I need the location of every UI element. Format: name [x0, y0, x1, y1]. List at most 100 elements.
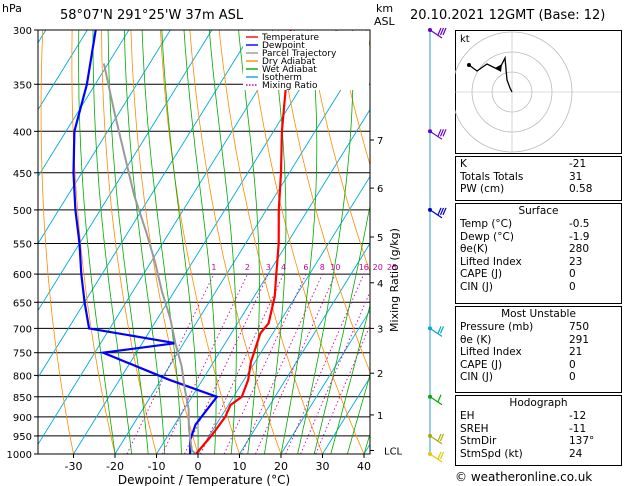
legend-entry: Isotherm: [262, 73, 302, 83]
param-row: Pressure (mb) 750: [456, 321, 621, 334]
mixing-ratio-line: [255, 273, 336, 454]
legend-box: [243, 31, 369, 90]
param-label: CAPE (J): [460, 358, 503, 371]
wind-barb-feather: [437, 433, 442, 442]
dry-adiabat-line: [218, 30, 323, 454]
param-label: SREH: [460, 422, 489, 435]
plot-frame: [37, 29, 371, 455]
param-row: Dewp (°C) -1.9: [456, 231, 621, 244]
wet-adiabat-line: [124, 30, 166, 454]
hodograph-plot: kt: [455, 30, 622, 154]
wet-adiabat-line: [313, 203, 370, 454]
param-label: Temp (°C): [460, 218, 513, 230]
mixing-ratio-label: 1: [211, 263, 216, 272]
isotherm-line: [0, 30, 4, 454]
wind-barb-feather: [439, 27, 445, 36]
param-row: StmDir 137°: [456, 435, 621, 448]
param-value: 24: [569, 447, 583, 460]
param-label: StmSpd (kt): [460, 447, 523, 460]
height-unit-asl: ASL: [374, 15, 395, 28]
km-tick-label: 6: [377, 184, 383, 195]
hodograph-kt-label: kt: [460, 34, 470, 45]
legend-entry: Wet Adiabat: [262, 65, 317, 75]
param-row: StmSpd (kt) 24: [456, 448, 621, 461]
isotherm-line: [38, 30, 130, 178]
temperature-tick-label: 10: [233, 460, 247, 473]
wet-adiabat-line: [280, 30, 318, 454]
temperature-tick-label: 0: [195, 460, 202, 473]
wind-barb-shaft: [429, 435, 443, 445]
km-tick-label: 2: [377, 369, 383, 380]
km-tick-label: 1: [377, 411, 383, 422]
pressure-tick-label: 650: [13, 298, 32, 309]
param-label: θe(K): [460, 243, 488, 255]
wet-adiabat-line: [347, 373, 370, 454]
wind-barb-feather: [439, 433, 445, 442]
param-row: PW (cm) 0.58: [456, 183, 621, 196]
surface-panel: Surface Temp (°C) -0.5 Dewp (°C) -1.9 θe(K) 2…: [455, 203, 622, 304]
dry-adiabat-line: [101, 30, 157, 454]
param-label: θe (K): [460, 333, 492, 346]
mixing-ratio-label: 3: [266, 263, 271, 272]
dry-adiabat-line: [307, 30, 370, 274]
param-value: 23: [569, 255, 583, 268]
param-value: 21: [569, 346, 583, 358]
wet-adiabat-line: [238, 30, 260, 454]
legend-entry: Mixing Ratio: [262, 81, 318, 91]
param-row: θe (K) 291: [456, 334, 621, 347]
legend-entry: Parcel Trajectory: [262, 49, 337, 59]
temperature-tick-label: -20: [106, 460, 124, 473]
param-label: StmDir: [460, 435, 497, 447]
pressure-tick-label: 950: [13, 432, 32, 443]
km-tick-label: LCL: [384, 446, 403, 457]
wind-barb-feather: [437, 394, 442, 403]
param-row: CAPE (J) 0: [456, 268, 621, 281]
isotherm-line: [239, 242, 370, 454]
km-tick-label: 5: [377, 233, 383, 244]
param-label: CAPE (J): [460, 268, 503, 280]
pressure-tick-label: 600: [13, 270, 32, 281]
param-label: Lifted Index: [460, 255, 522, 268]
dewpoint-profile: [72, 30, 219, 454]
param-value: 0: [569, 268, 576, 280]
temperature-profile: [195, 30, 292, 454]
wind-barb-shaft: [429, 209, 443, 219]
pressure-tick-label: 500: [13, 206, 32, 217]
param-row: Totals Totals 31: [456, 171, 621, 184]
param-label: Lifted Index: [460, 346, 522, 358]
wet-adiabat-line: [161, 30, 199, 454]
wind-barb-shaft: [429, 29, 443, 39]
wind-barb-feather: [437, 207, 442, 216]
legend-entry: Temperature: [261, 33, 319, 43]
pressure-tick-label: 450: [13, 169, 32, 180]
param-value: -0.5: [569, 218, 590, 230]
param-row: CAPE (J) 0: [456, 359, 621, 372]
param-row: CIN (J) 0: [456, 281, 621, 294]
dry-adiabat-line: [248, 30, 365, 454]
isotherm-line: [280, 309, 370, 454]
param-value: 291: [569, 333, 590, 346]
sounding-datetime: 20.10.2021 12GMT (Base: 12): [410, 8, 606, 23]
temperature-tick-label: 40: [357, 460, 371, 473]
pressure-tick-label: 700: [13, 324, 32, 335]
mixing-ratio-label: 25: [387, 263, 397, 272]
mixing-ratio-label: 4: [281, 263, 286, 272]
param-row: Lifted Index 23: [456, 256, 621, 269]
wind-barb-feather: [437, 326, 442, 334]
param-value: -1.9: [569, 230, 590, 243]
wind-barb-feather: [437, 27, 442, 36]
mixing-ratio-label: 6: [303, 263, 308, 272]
param-value: -12: [569, 410, 587, 422]
wind-barb-shaft: [429, 396, 443, 406]
temperature-tick-label: -30: [65, 460, 83, 473]
pressure-tick-label: 400: [13, 127, 32, 138]
param-value: -11: [569, 422, 587, 435]
param-label: K: [460, 158, 467, 170]
indices-panel: K -21 Totals Totals 31 PW (cm) 0.58: [455, 156, 622, 201]
surface-title: Surface: [518, 205, 559, 217]
wind-barb-feather: [437, 129, 442, 137]
most-unstable-title: Most Unstable: [501, 308, 576, 320]
wind-barb-shaft: [429, 327, 443, 337]
pressure-tick-label: 750: [13, 349, 32, 360]
